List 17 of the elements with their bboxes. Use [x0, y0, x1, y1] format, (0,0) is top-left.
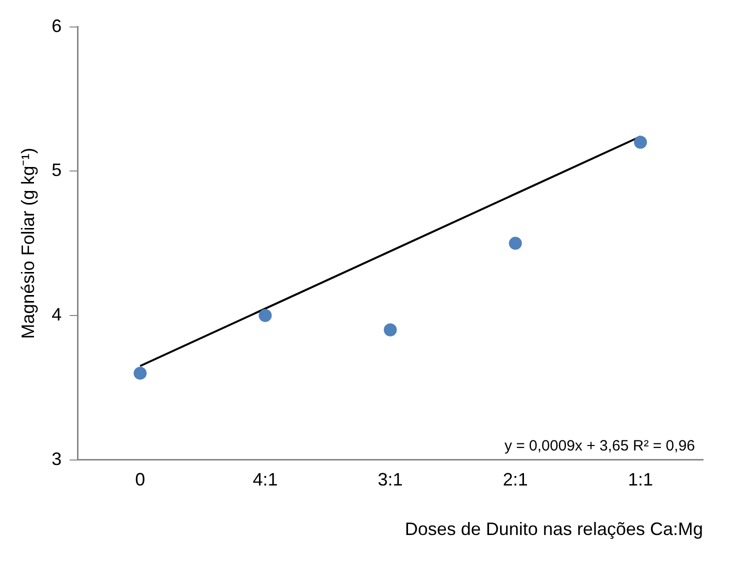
y-axis-title: Magnésio Foliar (g kg⁻¹) — [18, 148, 38, 339]
x-tick-label: 4:1 — [252, 470, 278, 490]
x-axis-title: Doses de Dunito nas relações Ca:Mg — [404, 519, 703, 540]
annotation: y = 0,0009x + 3,65 R² = 0,96 — [504, 437, 695, 454]
point — [258, 308, 272, 322]
y-tick-label: 4 — [52, 304, 62, 324]
point — [134, 366, 147, 380]
y-tick-label: 3 — [52, 448, 62, 469]
point — [634, 136, 647, 149]
x-tick-label: 3:1 — [378, 470, 403, 490]
y-tick-label: 5 — [52, 160, 62, 180]
x-tick-label: 1:1 — [628, 470, 653, 490]
point — [508, 236, 522, 250]
x-tick-label: 2:1 — [502, 470, 528, 490]
x-tick-label: 0 — [135, 470, 146, 490]
point — [384, 323, 397, 336]
y-tick-label: 6 — [52, 16, 62, 36]
